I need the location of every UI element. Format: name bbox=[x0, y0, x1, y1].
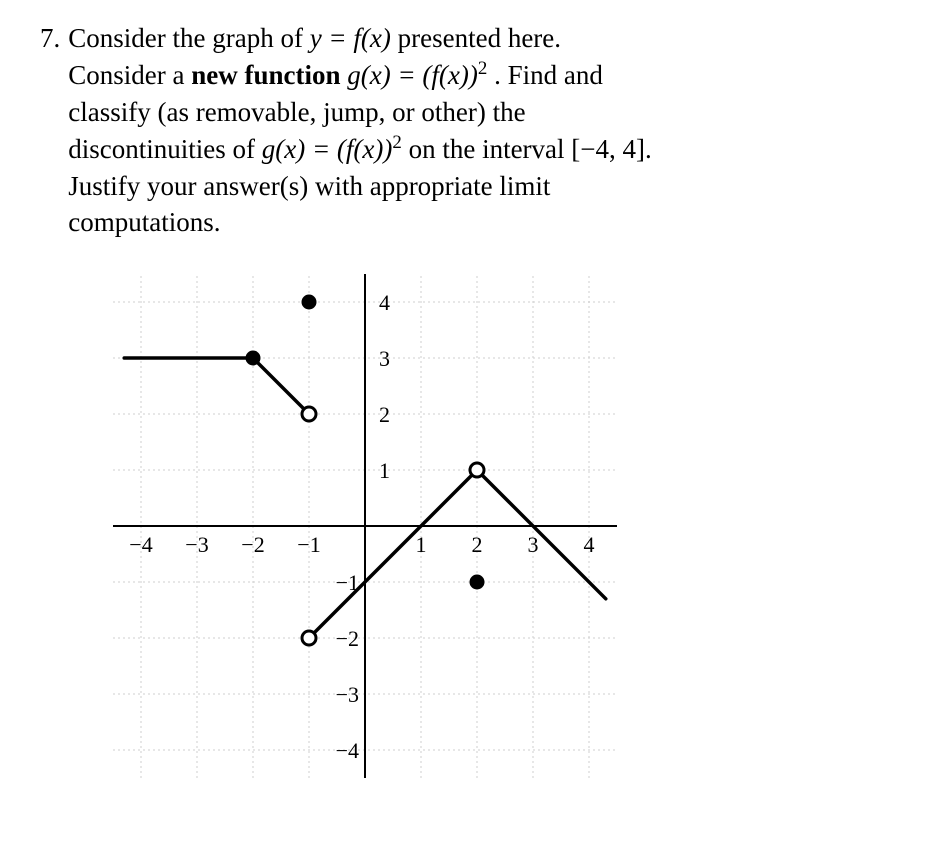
bold-text: new function bbox=[191, 60, 340, 90]
open-point bbox=[302, 631, 316, 645]
svg-text:−2: −2 bbox=[241, 532, 264, 557]
function-graph: −4−3−2−11234−4−3−2−11234 bbox=[80, 271, 650, 781]
math-eq2: g(x) = (f(x))2 bbox=[347, 60, 487, 90]
svg-text:−2: −2 bbox=[336, 626, 359, 651]
svg-text:4: 4 bbox=[379, 290, 390, 315]
math-lhs: g(x) = (f(x)) bbox=[347, 60, 478, 90]
text: classify (as removable, jump, or other) … bbox=[68, 97, 525, 127]
svg-text:4: 4 bbox=[584, 532, 595, 557]
svg-text:−3: −3 bbox=[336, 682, 359, 707]
svg-text:1: 1 bbox=[379, 458, 390, 483]
math-sup: 2 bbox=[392, 132, 401, 153]
solid-point bbox=[302, 295, 316, 309]
svg-text:−4: −4 bbox=[129, 532, 152, 557]
text: Justify your answer(s) with appropriate … bbox=[68, 171, 550, 201]
problem-text: Consider the graph of y = f(x) presented… bbox=[68, 20, 896, 241]
text: on the interval bbox=[402, 134, 571, 164]
text: . bbox=[645, 134, 652, 164]
text: Consider the graph of bbox=[68, 23, 309, 53]
math-eq1: y = f(x) bbox=[310, 23, 391, 53]
svg-text:−3: −3 bbox=[185, 532, 208, 557]
text: Consider a bbox=[68, 60, 191, 90]
svg-text:3: 3 bbox=[528, 532, 539, 557]
math-interval: [−4, 4] bbox=[571, 134, 645, 164]
svg-text:−4: −4 bbox=[336, 738, 359, 763]
svg-text:2: 2 bbox=[472, 532, 483, 557]
problem-number: 7. bbox=[40, 20, 60, 56]
open-point bbox=[302, 407, 316, 421]
svg-text:−1: −1 bbox=[297, 532, 320, 557]
svg-text:2: 2 bbox=[379, 402, 390, 427]
text: discontinuities of bbox=[68, 134, 261, 164]
solid-point bbox=[470, 575, 484, 589]
math-sup: 2 bbox=[478, 58, 487, 79]
graph-container: −4−3−2−11234−4−3−2−11234 bbox=[80, 271, 896, 781]
math-lhs: g(x) = (f(x)) bbox=[262, 134, 393, 164]
text: presented here. bbox=[391, 23, 561, 53]
open-point bbox=[470, 463, 484, 477]
text: computations. bbox=[68, 207, 220, 237]
svg-text:3: 3 bbox=[379, 346, 390, 371]
svg-text:1: 1 bbox=[416, 532, 427, 557]
solid-point bbox=[246, 351, 260, 365]
math-eq3: g(x) = (f(x))2 bbox=[262, 134, 402, 164]
text: . Find and bbox=[487, 60, 603, 90]
